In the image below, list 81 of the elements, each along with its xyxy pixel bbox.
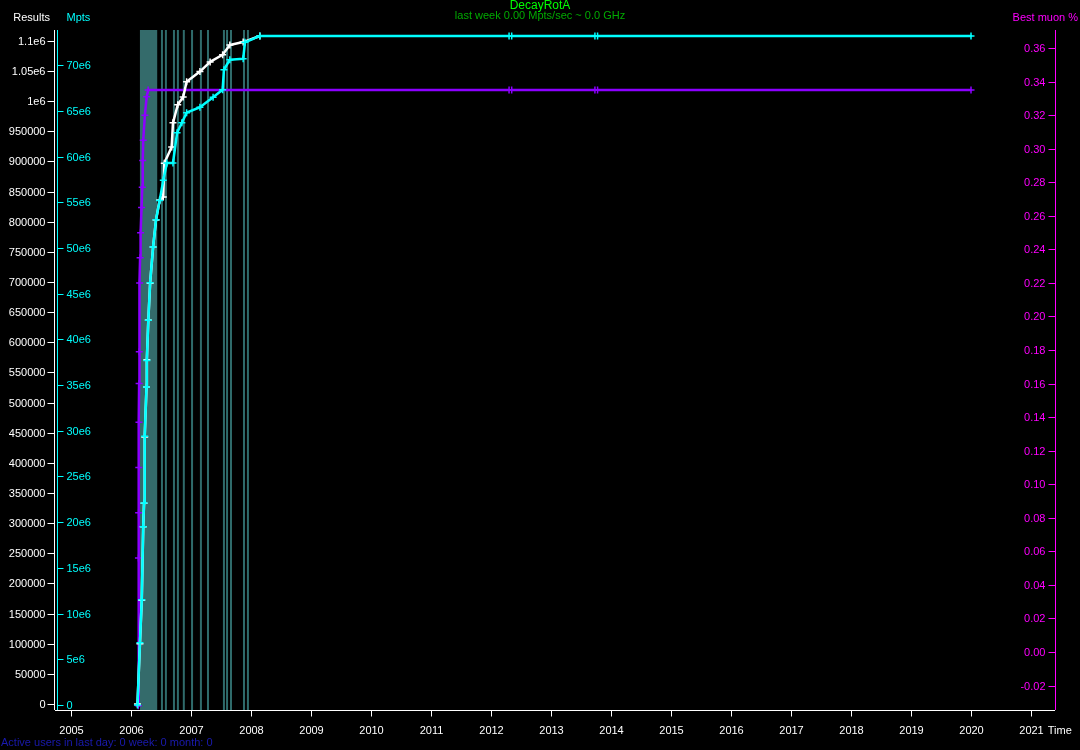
x-tick-label: 2006 — [119, 724, 144, 737]
x-tick-label: 2010 — [359, 724, 384, 737]
x-tick-label: 2019 — [899, 724, 924, 737]
y2-tick-label: 0.18 — [1024, 343, 1046, 356]
y3-tick-label: 0 — [66, 698, 73, 711]
x-tick-label: 2020 — [959, 724, 984, 737]
y3-tick-label: 70e6 — [66, 58, 91, 71]
y-tick-label: 100000 — [8, 637, 46, 650]
y3-tick-label: 25e6 — [66, 469, 91, 482]
y-tick-label: 250000 — [8, 546, 46, 559]
y2-tick-label: 0.20 — [1024, 309, 1046, 322]
x-tick-label: 2017 — [779, 724, 804, 737]
y2-tick-label: 0.02 — [1024, 611, 1046, 624]
x-tick-label: 2007 — [179, 724, 204, 737]
y2-tick-label: 0.06 — [1024, 544, 1046, 557]
y2-tick-label: 0.04 — [1024, 578, 1046, 591]
y3-tick-label: 45e6 — [66, 287, 91, 300]
y2-tick-label: 0.14 — [1024, 410, 1046, 423]
x-tick-label: 2012 — [479, 724, 504, 737]
y2-tick-label: 0.16 — [1024, 377, 1046, 390]
y3-tick-label: 5e6 — [66, 652, 85, 665]
x-tick-label: 2009 — [299, 724, 324, 737]
y3-tick-label: 65e6 — [66, 104, 91, 117]
y3-tick-label: 55e6 — [66, 195, 91, 208]
x-tick-label: 2018 — [839, 724, 864, 737]
y-tick-label: 1.05e6 — [11, 64, 46, 77]
y3-tick-label: 10e6 — [66, 607, 91, 620]
x-tick-label: 2016 — [719, 724, 744, 737]
y-tick-label: 50000 — [14, 667, 46, 680]
y2-tick-label: 0.34 — [1024, 75, 1046, 88]
y-tick-label: 850000 — [8, 185, 46, 198]
chart-title: DecayRotA — [509, 0, 571, 13]
y2-tick-label: 0.22 — [1024, 276, 1046, 289]
y2-tick-label: -0.02 — [1020, 679, 1046, 692]
y-tick-label: 150000 — [8, 607, 46, 620]
y-tick-label: 1e6 — [27, 94, 46, 107]
y-tick-label: 450000 — [8, 426, 46, 439]
y-tick-label: 400000 — [8, 456, 46, 469]
x-tick-label: 2011 — [419, 724, 444, 737]
x-tick-label: 2014 — [599, 724, 624, 737]
y2-tick-label: 0.26 — [1024, 209, 1046, 222]
y-tick-label: 900000 — [8, 154, 46, 167]
x-tick-label: 2008 — [239, 724, 264, 737]
y3-tick-label: 50e6 — [66, 241, 91, 254]
y-tick-label: 350000 — [8, 486, 46, 499]
x-axis-title: Time — [1047, 724, 1072, 737]
y-tick-label: 800000 — [8, 215, 46, 228]
x-tick-label: 2013 — [539, 724, 564, 737]
y-tick-label: 200000 — [8, 576, 46, 589]
y-tick-label: 550000 — [8, 365, 46, 378]
y2-tick-label: 0.30 — [1024, 142, 1046, 155]
y-tick-label: 750000 — [8, 245, 46, 258]
y3-tick-label: 60e6 — [66, 150, 91, 163]
y3-tick-label: 15e6 — [66, 561, 91, 574]
y-tick-label: 600000 — [8, 335, 46, 348]
y3-axis-title: Mpts — [66, 11, 91, 24]
text: Active users in last day: 0 week: 0 month: 0 — [1, 736, 213, 749]
y2-tick-label: 0.24 — [1024, 242, 1046, 255]
y-tick-label: 300000 — [8, 516, 46, 529]
y2-tick-label: 0.32 — [1024, 108, 1046, 121]
y3-tick-label: 30e6 — [66, 424, 91, 437]
y2-tick-label: 0.08 — [1024, 511, 1046, 524]
y-axis-title: Results — [13, 11, 51, 24]
x-tick-label: 2021 — [1019, 724, 1044, 737]
y2-axis-title: Best muon % — [1012, 11, 1079, 24]
y3-tick-label: 40e6 — [66, 332, 91, 345]
y2-tick-label: 0.12 — [1024, 444, 1046, 457]
x-tick-label: 2005 — [59, 724, 84, 737]
y2-tick-label: 0.36 — [1024, 41, 1046, 54]
y3-tick-label: 35e6 — [66, 378, 91, 391]
y2-tick-label: 0.00 — [1024, 645, 1046, 658]
x-tick-label: 2015 — [659, 724, 684, 737]
y-tick-label: 950000 — [8, 124, 46, 137]
y-tick-label: 500000 — [8, 396, 46, 409]
y-tick-label: 1.1e6 — [17, 34, 46, 47]
y2-tick-label: 0.10 — [1024, 477, 1046, 490]
y-tick-label: 0 — [39, 697, 46, 710]
y2-tick-label: 0.28 — [1024, 175, 1046, 188]
y-tick-label: 650000 — [8, 305, 46, 318]
y3-tick-label: 20e6 — [66, 515, 91, 528]
y-tick-label: 700000 — [8, 275, 46, 288]
